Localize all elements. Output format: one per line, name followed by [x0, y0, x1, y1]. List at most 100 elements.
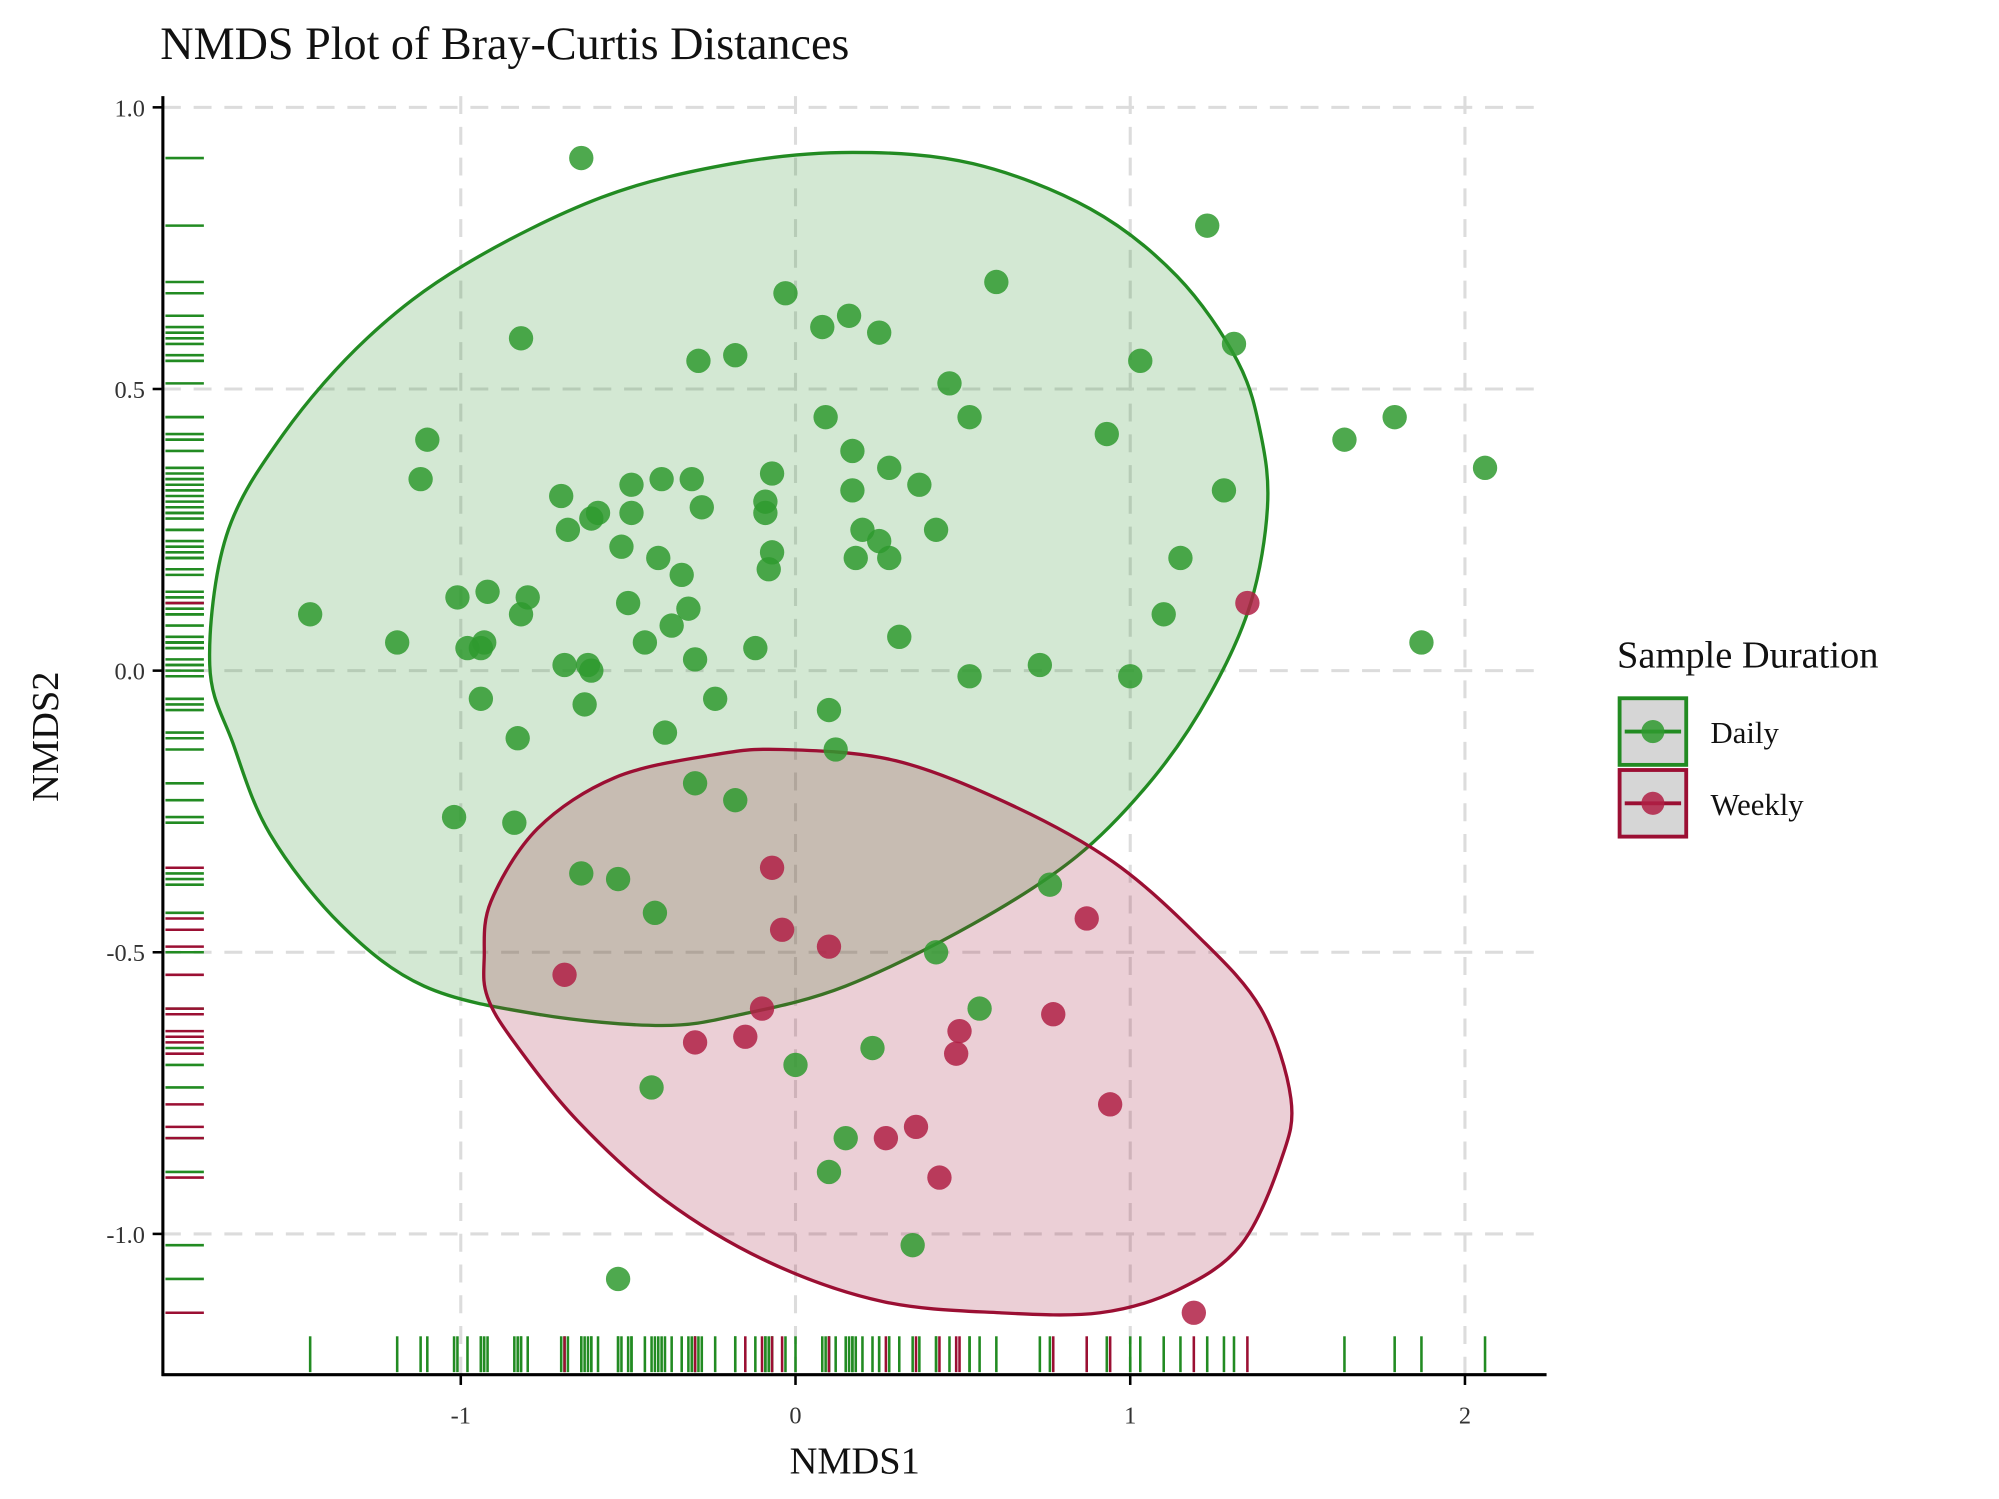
- point-daily: [723, 788, 748, 813]
- y-tick-label: 0.5: [115, 377, 145, 404]
- point-daily: [679, 466, 704, 492]
- y-axis-label: NMDS2: [25, 672, 67, 802]
- point-daily: [1472, 455, 1498, 481]
- point-weekly: [927, 1165, 952, 1190]
- point-daily: [877, 545, 902, 571]
- point-daily: [441, 804, 467, 830]
- point-daily: [508, 326, 534, 351]
- point-daily: [659, 613, 684, 638]
- point-daily: [923, 517, 949, 542]
- point-daily: [468, 686, 494, 711]
- rug-marks: [165, 156, 1487, 1373]
- x-tick-label: -1: [451, 1402, 471, 1429]
- point-daily: [1382, 404, 1407, 430]
- point-daily: [836, 303, 862, 328]
- point-daily: [816, 697, 842, 723]
- point-daily: [840, 478, 865, 503]
- point-daily: [632, 630, 658, 655]
- point-daily: [900, 1232, 925, 1258]
- legend-point-weekly: [1641, 791, 1665, 815]
- point-daily: [783, 1052, 808, 1078]
- point-weekly: [947, 1018, 972, 1044]
- point-daily: [984, 269, 1009, 295]
- point-weekly: [944, 1041, 969, 1066]
- point-daily: [1151, 602, 1176, 627]
- point-daily: [743, 635, 768, 661]
- point-daily: [823, 737, 848, 762]
- point-daily: [957, 404, 982, 430]
- legend-item-daily[interactable]: Daily: [1617, 696, 1780, 767]
- point-daily: [475, 579, 500, 604]
- confidence-ellipses: [207, 150, 1294, 1317]
- x-tick-label: 1: [1124, 1402, 1136, 1429]
- point-daily: [385, 630, 410, 655]
- legend-label-daily: Daily: [1711, 716, 1780, 750]
- point-weekly: [1097, 1092, 1123, 1117]
- point-daily: [549, 483, 574, 509]
- point-weekly: [903, 1114, 929, 1140]
- point-daily: [753, 500, 778, 526]
- point-weekly: [749, 996, 775, 1021]
- point-daily: [1027, 652, 1053, 678]
- point-daily: [445, 585, 470, 610]
- point-daily: [572, 692, 597, 717]
- point-daily: [552, 652, 577, 678]
- point-daily: [887, 624, 912, 650]
- legend-point-daily: [1641, 720, 1665, 744]
- point-daily: [686, 348, 711, 374]
- y-tick-label: -0.5: [106, 940, 145, 967]
- point-weekly: [1181, 1300, 1207, 1325]
- point-daily: [1118, 664, 1143, 689]
- point-daily: [840, 438, 865, 464]
- point-daily: [508, 602, 534, 627]
- y-tick-label: 0.0: [115, 659, 145, 686]
- point-daily: [615, 590, 641, 616]
- legend-title: Sample Duration: [1617, 635, 1878, 677]
- point-weekly: [733, 1024, 758, 1049]
- point-weekly: [873, 1125, 899, 1151]
- point-daily: [639, 1075, 664, 1100]
- point-daily: [867, 320, 892, 345]
- x-tick-label: 0: [789, 1402, 801, 1429]
- point-daily: [415, 427, 440, 452]
- point-daily: [619, 500, 644, 526]
- point-daily: [1221, 331, 1247, 357]
- point-daily: [1094, 421, 1119, 447]
- point-daily: [569, 861, 594, 886]
- point-daily: [843, 545, 868, 571]
- point-daily: [676, 596, 701, 621]
- point-daily: [505, 726, 530, 751]
- x-tick-label: 2: [1459, 1402, 1471, 1429]
- ellipse-daily: [207, 150, 1270, 1028]
- point-daily: [297, 602, 323, 627]
- point-daily: [1168, 545, 1193, 571]
- axis-ticks: -1 0 1 2 1.0 0.5 0.0 -0.5 -1.0: [106, 95, 1471, 1429]
- point-daily: [773, 281, 798, 306]
- point-daily: [759, 461, 785, 486]
- ellipse-weekly: [482, 747, 1294, 1317]
- point-daily: [833, 1125, 858, 1151]
- point-weekly: [816, 934, 842, 959]
- point-daily: [1211, 478, 1237, 503]
- point-daily: [703, 686, 728, 711]
- point-daily: [907, 472, 932, 497]
- legend-item-weekly[interactable]: Weekly: [1617, 768, 1805, 839]
- point-daily: [1037, 872, 1063, 897]
- legend: Sample Duration Daily Weekly: [1617, 635, 1878, 839]
- point-weekly: [1041, 1002, 1066, 1027]
- point-daily: [957, 664, 982, 689]
- point-daily: [682, 647, 708, 672]
- point-daily: [569, 145, 594, 171]
- point-weekly: [1074, 906, 1099, 931]
- y-tick-label: -1.0: [106, 1222, 145, 1249]
- point-daily: [816, 1159, 842, 1185]
- point-daily: [923, 940, 949, 965]
- point-daily: [609, 534, 634, 559]
- point-daily: [408, 466, 433, 492]
- point-daily: [723, 343, 748, 368]
- legend-label-weekly: Weekly: [1711, 788, 1805, 822]
- point-daily: [605, 866, 631, 892]
- point-daily: [810, 314, 835, 340]
- point-daily: [646, 545, 671, 571]
